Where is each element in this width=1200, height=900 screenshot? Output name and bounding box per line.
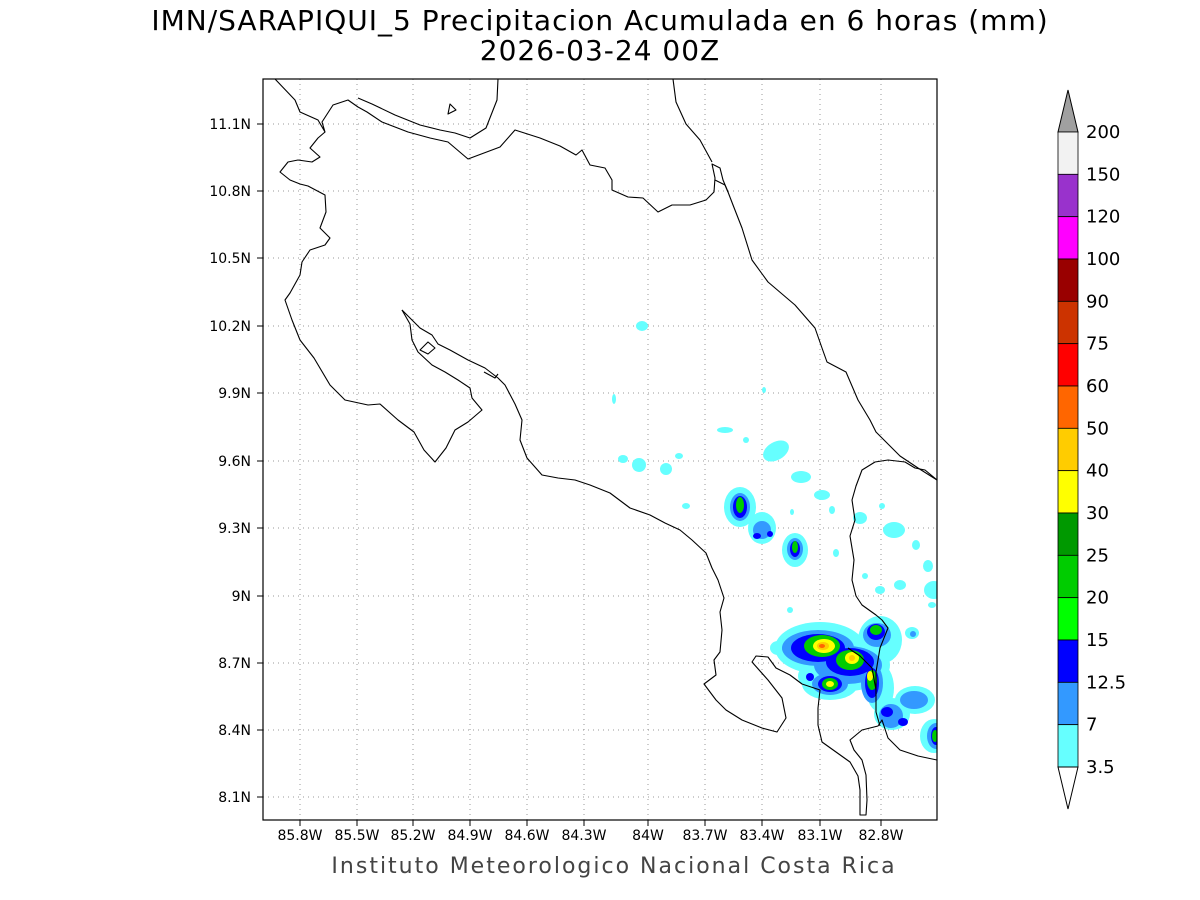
coastline <box>274 79 937 816</box>
colorbar-label: 25 <box>1086 545 1109 566</box>
y-tick-label: 9.9N <box>218 386 251 402</box>
y-tick-label: 10.2N <box>209 319 251 335</box>
colorbar-label: 100 <box>1086 249 1120 270</box>
map-frame <box>262 78 938 821</box>
y-tick-label: 9.3N <box>218 521 251 537</box>
colorbar-bottom-arrow <box>1057 766 1079 810</box>
footer-credit: Instituto Meteorologico Nacional Costa R… <box>331 854 897 879</box>
colorbar-cell <box>1057 343 1079 387</box>
colorbar-cell <box>1057 258 1079 302</box>
colorbar-label: 150 <box>1086 164 1120 185</box>
colorbar-label: 3.5 <box>1086 757 1115 778</box>
y-tick-label: 9.6N <box>218 454 251 470</box>
colorbar-label: 90 <box>1086 291 1109 312</box>
colorbar-label: 15 <box>1086 630 1109 651</box>
colorbar-label: 75 <box>1086 334 1109 355</box>
colorbar-cell <box>1057 300 1079 345</box>
x-tick-label: 83.7W <box>682 828 727 844</box>
y-tick-label: 8.7N <box>218 656 251 672</box>
x-tick-label: 84.6W <box>504 828 549 844</box>
x-tick-label: 85.8W <box>277 828 322 844</box>
y-tick-label: 8.1N <box>218 790 251 806</box>
colorbar-label: 200 <box>1086 122 1120 143</box>
colorbar-cell <box>1057 724 1079 768</box>
map-title: IMN/SARAPIQUI_5 Precipitacion Acumulada … <box>151 4 1049 37</box>
colorbar-label: 7 <box>1086 715 1097 736</box>
colorbar-label: 50 <box>1086 418 1109 439</box>
colorbar-cell <box>1057 470 1079 514</box>
colorbar-label: 40 <box>1086 461 1109 482</box>
y-tick-label: 10.8N <box>209 184 251 200</box>
colorbar-cell <box>1057 427 1079 472</box>
y-tick-label: 8.4N <box>218 723 251 739</box>
colorbar-label: 60 <box>1086 376 1109 397</box>
colorbar: 200 150 120 100 90 75 60 50 40 30 25 20 15 12.5 7 3.5 <box>1057 89 1126 810</box>
x-tick-label: 84W <box>632 828 664 844</box>
colorbar-cell <box>1057 681 1079 726</box>
colorbar-cell <box>1057 512 1079 556</box>
x-tick-label: 83.1W <box>797 828 842 844</box>
y-tick-label: 9N <box>232 589 251 605</box>
x-tick-label: 83.4W <box>739 828 784 844</box>
x-tick-label: 84.3W <box>561 828 606 844</box>
y-tick-label: 10.5N <box>209 251 251 267</box>
x-tick-label: 82.8W <box>858 828 903 844</box>
colorbar-cell <box>1057 131 1079 175</box>
colorbar-cell <box>1057 216 1079 260</box>
grid-lines <box>263 79 937 820</box>
colorbar-label: 20 <box>1086 588 1109 609</box>
colorbar-cell <box>1057 385 1079 429</box>
colorbar-cell <box>1057 173 1079 218</box>
x-tick-label: 84.9W <box>447 828 492 844</box>
colorbar-top-arrow <box>1057 89 1079 133</box>
x-tick-label: 85.2W <box>390 828 435 844</box>
colorbar-label: 120 <box>1086 207 1120 228</box>
colorbar-cell <box>1057 554 1079 599</box>
colorbar-label: 12.5 <box>1086 672 1126 693</box>
y-tick-label: 11.1N <box>209 117 251 133</box>
colorbar-cell <box>1057 639 1079 683</box>
colorbar-label: 30 <box>1086 503 1109 524</box>
x-tick-label: 85.5W <box>334 828 379 844</box>
precipitation-field <box>612 321 937 753</box>
colorbar-cell <box>1057 597 1079 641</box>
map-date: 2026-03-24 00Z <box>479 34 721 67</box>
